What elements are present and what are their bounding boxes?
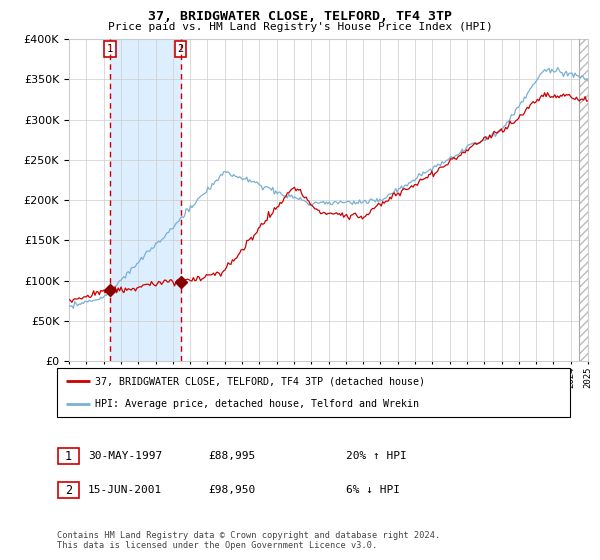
Text: 1: 1 bbox=[107, 44, 113, 54]
FancyBboxPatch shape bbox=[58, 449, 79, 464]
Text: 20% ↑ HPI: 20% ↑ HPI bbox=[346, 451, 407, 461]
Text: HPI: Average price, detached house, Telford and Wrekin: HPI: Average price, detached house, Telf… bbox=[95, 399, 419, 409]
Text: Contains HM Land Registry data © Crown copyright and database right 2024.
This d: Contains HM Land Registry data © Crown c… bbox=[57, 531, 440, 550]
Text: 37, BRIDGWATER CLOSE, TELFORD, TF4 3TP: 37, BRIDGWATER CLOSE, TELFORD, TF4 3TP bbox=[148, 10, 452, 23]
FancyBboxPatch shape bbox=[57, 368, 570, 417]
Text: Price paid vs. HM Land Registry's House Price Index (HPI): Price paid vs. HM Land Registry's House … bbox=[107, 22, 493, 32]
Bar bbox=[580, 39, 588, 361]
Bar bbox=[110, 39, 181, 361]
Text: 15-JUN-2001: 15-JUN-2001 bbox=[88, 485, 163, 495]
Bar bbox=[580, 39, 588, 361]
Text: 37, BRIDGWATER CLOSE, TELFORD, TF4 3TP (detached house): 37, BRIDGWATER CLOSE, TELFORD, TF4 3TP (… bbox=[95, 376, 425, 386]
FancyBboxPatch shape bbox=[58, 482, 79, 498]
Text: 2: 2 bbox=[178, 44, 184, 54]
Text: 1: 1 bbox=[65, 450, 72, 463]
Text: 2: 2 bbox=[65, 483, 72, 497]
Text: 6% ↓ HPI: 6% ↓ HPI bbox=[346, 485, 400, 495]
Text: 30-MAY-1997: 30-MAY-1997 bbox=[88, 451, 163, 461]
Text: £98,950: £98,950 bbox=[208, 485, 256, 495]
Text: £88,995: £88,995 bbox=[208, 451, 256, 461]
